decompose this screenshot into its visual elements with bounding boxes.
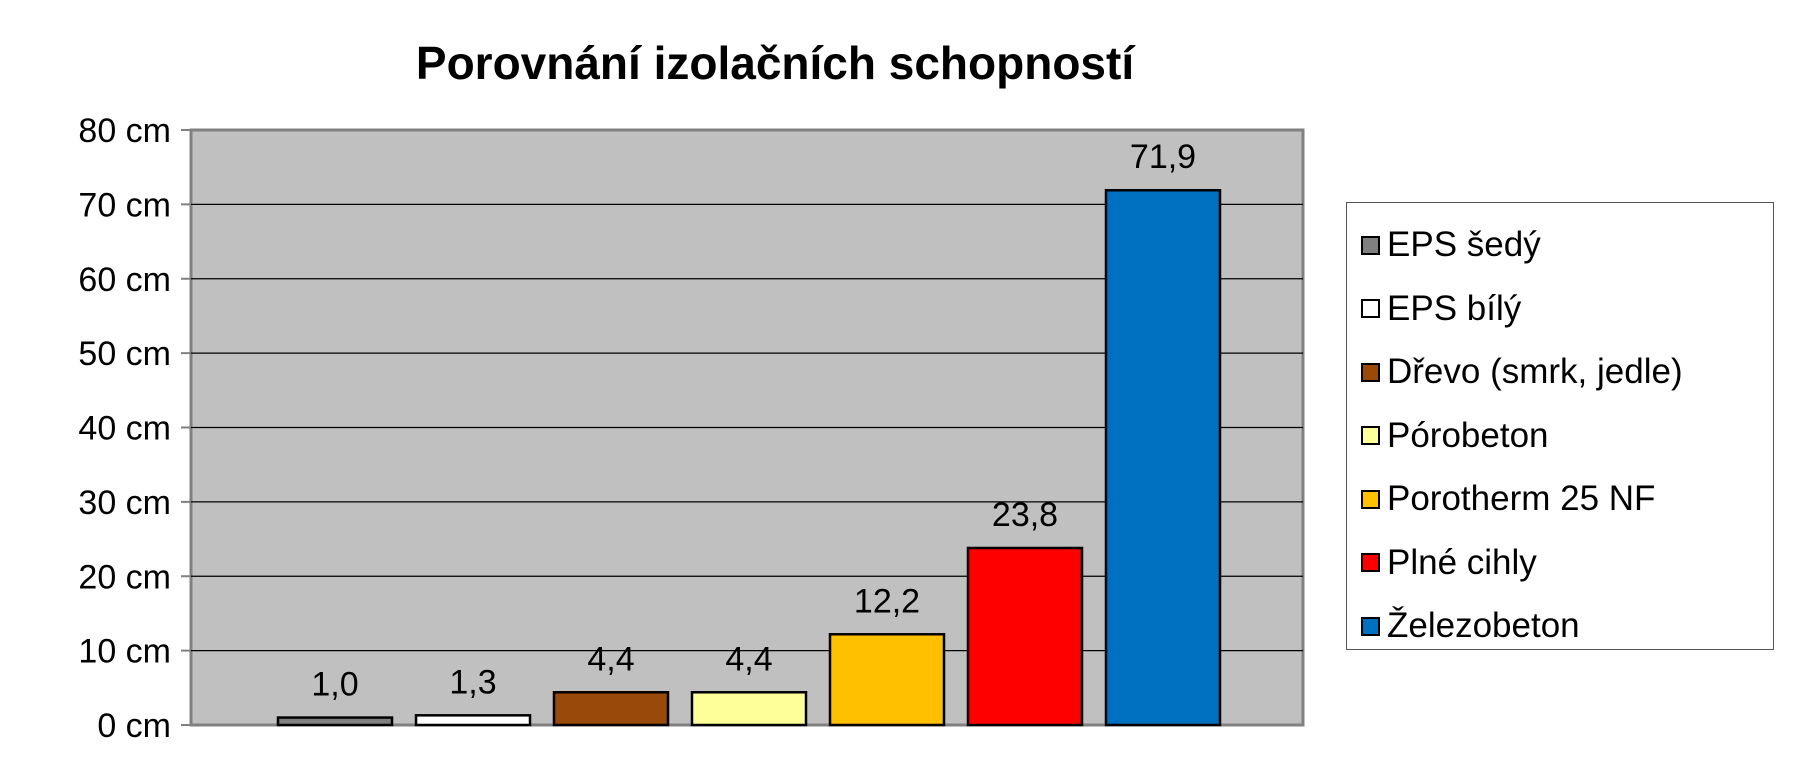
bar — [552, 691, 670, 727]
bar — [690, 691, 808, 727]
legend-item: Porotherm 25 NF — [1361, 479, 1655, 519]
legend-label: Pórobeton — [1387, 415, 1549, 455]
legend-label: Porotherm 25 NF — [1387, 479, 1656, 518]
legend-item: EPS bílý — [1361, 289, 1521, 329]
data-label: 71,9 — [1130, 138, 1196, 176]
data-label: 12,2 — [854, 582, 920, 620]
legend-item: Železobeton — [1361, 606, 1580, 646]
chart-title: Porovnání izolačních schopností — [415, 37, 1135, 89]
y-tick-label: 10 cm — [78, 633, 171, 671]
legend-swatch — [1361, 489, 1380, 509]
y-tick-label: 50 cm — [78, 335, 171, 373]
data-label: 23,8 — [992, 496, 1058, 534]
data-label: 4,4 — [725, 640, 772, 678]
legend-swatch — [1361, 616, 1380, 636]
legend-label: Plné cihly — [1387, 542, 1537, 582]
legend: EPS šedý EPS bílý Dřevo (smrk, jedle) Pórob… — [1346, 202, 1774, 650]
legend-item: Pórobeton — [1361, 416, 1549, 456]
bar — [966, 546, 1084, 727]
y-tick-label: 70 cm — [78, 186, 171, 224]
bar — [1104, 188, 1222, 727]
y-tick-label: 60 cm — [78, 261, 171, 299]
data-label: 4,4 — [587, 640, 634, 678]
legend-label: EPS bílý — [1387, 288, 1522, 328]
legend-item: EPS šedý — [1361, 225, 1541, 265]
data-label: 1,3 — [449, 663, 496, 701]
bars — [276, 188, 1222, 727]
y-tick-label: 40 cm — [78, 410, 171, 448]
y-tick-label: 30 cm — [78, 484, 171, 522]
legend-swatch — [1361, 299, 1380, 318]
bar — [828, 633, 946, 727]
legend-label: Dřevo (smrk, jedle) — [1387, 352, 1683, 391]
legend-swatch — [1361, 362, 1380, 382]
bar — [414, 714, 532, 727]
data-labels: 1,0 1,3 4,4 4,4 12,2 23,8 71,9 — [311, 138, 1196, 703]
y-tick-label: 80 cm — [78, 112, 171, 150]
legend-label: Železobeton — [1387, 606, 1580, 645]
legend-item: Plné cihly — [1361, 543, 1537, 583]
y-axis: 0 cm 10 cm 20 cm 30 cm 40 cm 50 cm 60 cm 70 cm 8… — [78, 112, 191, 745]
legend-swatch — [1361, 553, 1380, 572]
legend-swatch — [1361, 426, 1380, 445]
legend-swatch — [1361, 235, 1380, 255]
y-tick-label: 0 cm — [97, 707, 171, 745]
data-label: 1,0 — [311, 666, 358, 704]
legend-label: EPS šedý — [1387, 225, 1541, 264]
y-tick-label: 20 cm — [78, 558, 171, 596]
bar — [276, 716, 394, 727]
legend-item: Dřevo (smrk, jedle) — [1361, 352, 1683, 392]
